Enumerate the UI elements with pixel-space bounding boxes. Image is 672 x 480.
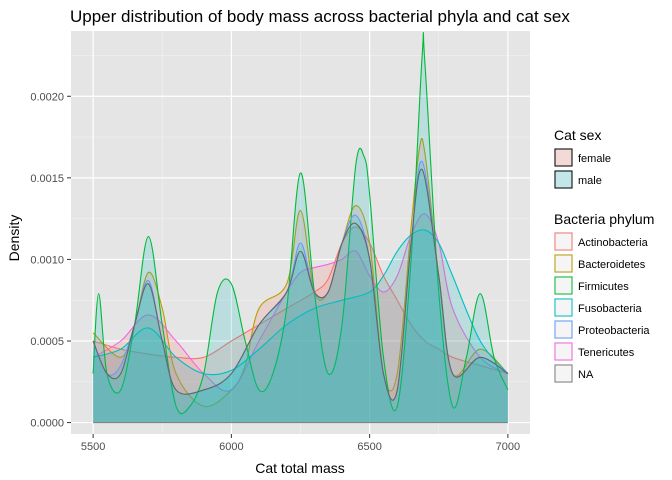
legend-label-Fusobacteria: Fusobacteria	[578, 303, 642, 315]
y-axis: 0.0000 0.0005 0.0010 0.0015 0.0020	[30, 91, 71, 430]
density-area-male-5	[93, 161, 508, 423]
x-tick-label: 5500	[81, 441, 105, 453]
legend-key-background	[554, 170, 573, 189]
y-tick-label: 0.0020	[30, 91, 64, 103]
density-area-male-3	[93, 229, 508, 423]
density-area-male-4	[93, 32, 508, 423]
legend-key-Firmicutes	[554, 276, 573, 295]
legend-label-Tenericutes: Tenericutes	[578, 347, 635, 359]
legend-label-Actinobacteria: Actinobacteria	[578, 237, 649, 249]
legend-key-NA	[554, 364, 573, 383]
x-tick-label: 7000	[496, 441, 520, 453]
legend-key-Bacteroidetes	[554, 254, 573, 273]
legend-label-NA: NA	[578, 369, 594, 381]
legend: Cat sex female male Bacteria phylum Actinoba…	[554, 127, 654, 383]
legend-key-background	[554, 148, 573, 167]
plot-panel	[71, 31, 530, 434]
density-curve-female-2	[92, 213, 509, 392]
legend-title: Cat sex	[554, 127, 601, 143]
density-area-female-0	[93, 226, 508, 423]
legend-label-Firmicutes: Firmicutes	[578, 281, 629, 293]
legend-key-Proteobacteria	[554, 320, 573, 339]
legend-label-male: male	[578, 175, 602, 187]
legend-label-Bacteroidetes: Bacteroidetes	[578, 259, 646, 271]
density-curve-male-4	[92, 31, 509, 415]
legend-key-Fusobacteria	[554, 298, 573, 317]
x-axis: 5500 6000 6500 7000	[81, 434, 520, 453]
y-tick-label: 0.0015	[30, 173, 64, 185]
density-area-female-2	[93, 213, 508, 423]
density-area-male-6	[93, 169, 508, 423]
legend-key-Actinobacteria	[554, 232, 573, 251]
legend-key-male	[554, 170, 573, 189]
legend-title: Bacteria phylum	[554, 211, 654, 227]
y-tick-label: 0.0005	[30, 336, 64, 348]
legend-key-Tenericutes	[554, 342, 573, 361]
x-tick-label: 6000	[219, 441, 243, 453]
legend-key-female	[554, 148, 573, 167]
x-tick-label: 6500	[357, 441, 381, 453]
density-curve-male-6	[92, 168, 509, 401]
legend-label-female: female	[578, 153, 611, 165]
density-curve-male-3	[92, 229, 509, 376]
y-axis-title: Density	[6, 215, 22, 262]
x-axis-title: Cat total mass	[255, 460, 344, 476]
legend-label-Proteobacteria: Proteobacteria	[578, 325, 650, 337]
y-tick-label: 0.0010	[30, 254, 64, 266]
chart-title: Upper distribution of body mass across b…	[70, 7, 570, 26]
y-tick-label: 0.0000	[30, 418, 64, 430]
